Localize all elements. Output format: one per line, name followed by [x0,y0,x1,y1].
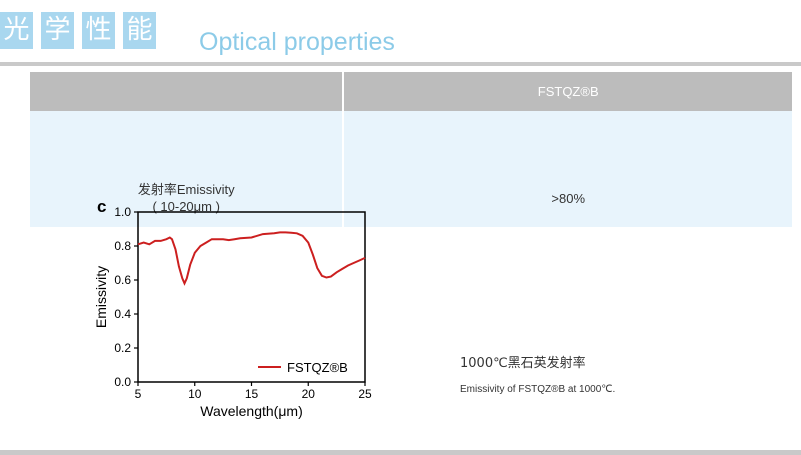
series-line-fstqzb [137,231,366,286]
caption-zh: 1000℃黑石英发射率 [460,356,586,371]
emissivity-chart: c 5 10 15 20 25 0.0 0.2 0.4 0.6 0.8 1.0 Wavelength(μ… [93,197,372,419]
row-label-line-1: 发射率Emissivity [137,182,235,197]
title-char-4: 能 [123,12,156,49]
x-tick-label: 5 [135,387,142,401]
header-divider [0,62,801,66]
y-tick-label: 0.2 [114,341,131,355]
table-header-cell-2: FSTQZ®B [344,72,792,111]
caption-en: Emissivity of FSTQZ®B at 1000℃. [460,384,616,395]
x-tick-label: 20 [302,387,316,401]
footer-divider [0,450,801,455]
row-value: >80% [344,169,792,227]
row-label: 发射率Emissivity ( 10-20μm ) [30,169,343,227]
table-header-cell-1 [30,72,343,111]
title-char-3: 性 [82,12,115,49]
table-header-row: FSTQZ®B [30,72,792,111]
properties-table: FSTQZ®B 发射率Emissivity ( 10-20μm ) >80% [28,72,794,227]
row-label-line-2: ( 10-20μm ) [152,199,220,214]
y-axis-label: Emissivity [93,266,109,328]
y-tick-label: 0.4 [114,307,131,321]
y-tick-label: 0.8 [114,239,131,253]
title-char-1: 光 [0,12,33,49]
panel-label: c [97,197,106,216]
y-tick-label: 1.0 [114,205,131,219]
y-tick-label: 0.6 [114,273,131,287]
y-tick-label: 0.0 [114,375,131,389]
x-tick-label: 15 [245,387,259,401]
x-axis-label: Wavelength(μm) [200,403,302,419]
title-row: 光 学 性 能 Optical properties [0,12,801,62]
x-tick-label: 25 [358,387,372,401]
title-en: Optical properties [199,28,395,56]
x-tick-label: 10 [188,387,202,401]
table-row: 发射率Emissivity ( 10-20μm ) >80% [30,169,792,227]
title-char-2: 学 [41,12,74,49]
legend-label: FSTQZ®B [287,360,348,375]
title-cn: 光 学 性 能 [0,12,156,49]
